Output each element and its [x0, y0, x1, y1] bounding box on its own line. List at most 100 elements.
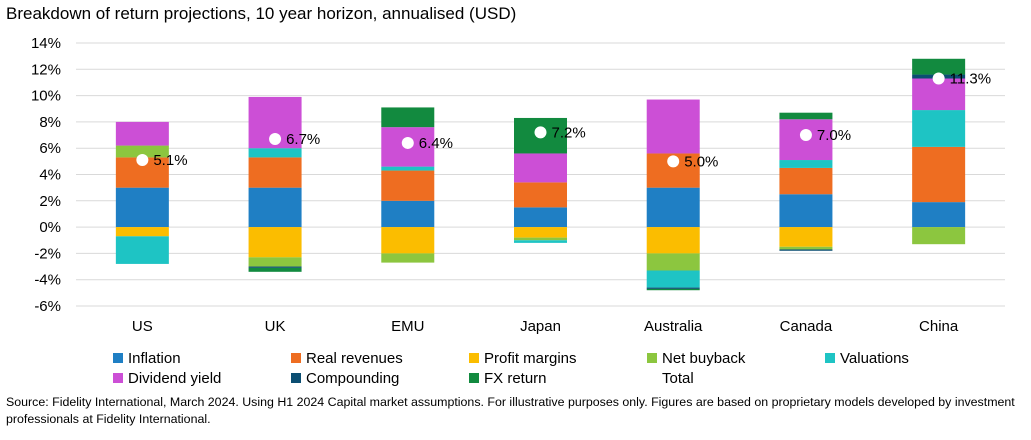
bar-segment: [381, 200, 435, 228]
y-tick-label: 2%: [39, 193, 61, 210]
y-tick-label: 10%: [31, 88, 61, 105]
bar-segment: [514, 153, 567, 183]
chart-title: Breakdown of return projections, 10 year…: [6, 4, 517, 23]
legend-label: Compounding: [306, 369, 400, 387]
x-tick-label: Australia: [644, 318, 703, 335]
total-marker: [932, 72, 945, 85]
legend-label: Profit margins: [484, 349, 577, 367]
legend-item: Net buyback: [647, 348, 745, 368]
bar-segment: [381, 170, 435, 201]
bar-segment: [646, 187, 700, 228]
bar-segment: [912, 202, 966, 228]
bar-segment: [381, 253, 435, 263]
total-label: 11.3%: [950, 71, 991, 88]
legend-item: Valuations: [825, 348, 909, 368]
bar-segment: [115, 227, 169, 237]
legend-swatch: [291, 373, 301, 383]
bar-segment: [912, 227, 966, 245]
total-label: 6.4%: [419, 135, 453, 152]
bar-segment: [115, 236, 169, 264]
bar-segment: [912, 146, 966, 203]
total-label: 7.2%: [552, 124, 586, 141]
y-tick-label: 12%: [31, 61, 61, 78]
bar-segment: [514, 227, 567, 238]
chart-plot: 14% 12% 10% 8% 6% 4% 2% 0% -2% -4% -6% US 5.1% UK 6.7%…: [31, 35, 1005, 335]
y-tick-label: -6%: [34, 298, 61, 315]
bar-segment: [514, 240, 567, 243]
bar-segment: [115, 187, 169, 228]
bar-segment: [646, 270, 700, 288]
x-tick-label: UK: [265, 318, 286, 335]
bar-segment: [779, 249, 833, 251]
y-tick-label: 6%: [39, 140, 61, 157]
legend-item: Real revenues: [291, 348, 403, 368]
legend-item: Profit margins: [469, 348, 577, 368]
bar-segment: [115, 145, 169, 158]
legend-swatch: [469, 373, 479, 383]
legend-item: FX return: [469, 368, 547, 388]
legend-swatch: [647, 353, 657, 363]
y-tick-label: 8%: [39, 114, 61, 131]
x-tick-label: Canada: [780, 318, 833, 335]
legend-item: Dividend yield: [113, 368, 221, 388]
y-tick-label: 14%: [31, 35, 61, 52]
total-label: 7.0%: [817, 127, 851, 144]
bar-segment: [248, 148, 302, 158]
x-tick-label: Japan: [520, 318, 561, 335]
bar-segment: [248, 266, 302, 268]
y-tick-label: 4%: [39, 167, 61, 184]
bar-segment: [115, 121, 169, 146]
bar-segment: [646, 287, 700, 289]
bar-segment: [248, 227, 302, 258]
legend-item: Compounding: [291, 368, 399, 388]
bar-segment: [514, 182, 567, 208]
bar-segment: [912, 58, 966, 75]
legend-label: Inflation: [128, 349, 181, 367]
bar-segment: [381, 166, 435, 171]
bar-segment: [912, 110, 966, 147]
bar-segment: [779, 246, 833, 250]
bar-segment: [779, 227, 833, 247]
bar-segment: [646, 253, 700, 271]
bar-segment: [779, 112, 833, 120]
legend-swatch: [825, 353, 835, 363]
total-marker: [401, 136, 414, 149]
total-label: 6.7%: [286, 131, 320, 148]
bar-segment: [514, 237, 567, 241]
legend-item: Total: [647, 368, 694, 388]
legend-swatch: [469, 353, 479, 363]
total-marker: [799, 129, 812, 142]
bar-segment: [646, 288, 700, 291]
total-marker: [534, 126, 547, 139]
legend-label: Total: [662, 369, 694, 387]
bar-segment: [381, 227, 435, 254]
total-marker: [136, 154, 149, 167]
bar-segment: [248, 187, 302, 228]
legend-swatch: [113, 353, 123, 363]
bar-segment: [514, 207, 567, 228]
bar-segment: [248, 267, 302, 272]
total-label: 5.0%: [684, 153, 718, 170]
bar-segment: [779, 167, 833, 195]
x-tick-label: US: [132, 318, 153, 335]
x-tick-label: EMU: [391, 318, 424, 335]
y-tick-label: -2%: [34, 245, 61, 262]
bar-segment: [248, 157, 302, 188]
total-marker: [269, 132, 282, 145]
bar-segment: [779, 160, 833, 168]
source-note: Source: Fidelity International, March 20…: [6, 395, 1015, 426]
chart-legend: Inflation Real revenues Profit margins Net …: [113, 348, 993, 388]
legend-swatch: [291, 353, 301, 363]
bar-segment: [381, 107, 435, 128]
legend-item: Inflation: [113, 348, 181, 368]
total-marker: [667, 155, 680, 168]
legend-swatch: [113, 373, 123, 383]
legend-label: Dividend yield: [128, 369, 222, 387]
y-tick-label: 0%: [39, 219, 61, 236]
x-tick-label: China: [919, 318, 959, 335]
legend-label: Real revenues: [306, 349, 403, 367]
bar-segment: [779, 194, 833, 228]
legend-label: FX return: [484, 369, 547, 387]
y-tick-label: -4%: [34, 272, 61, 289]
